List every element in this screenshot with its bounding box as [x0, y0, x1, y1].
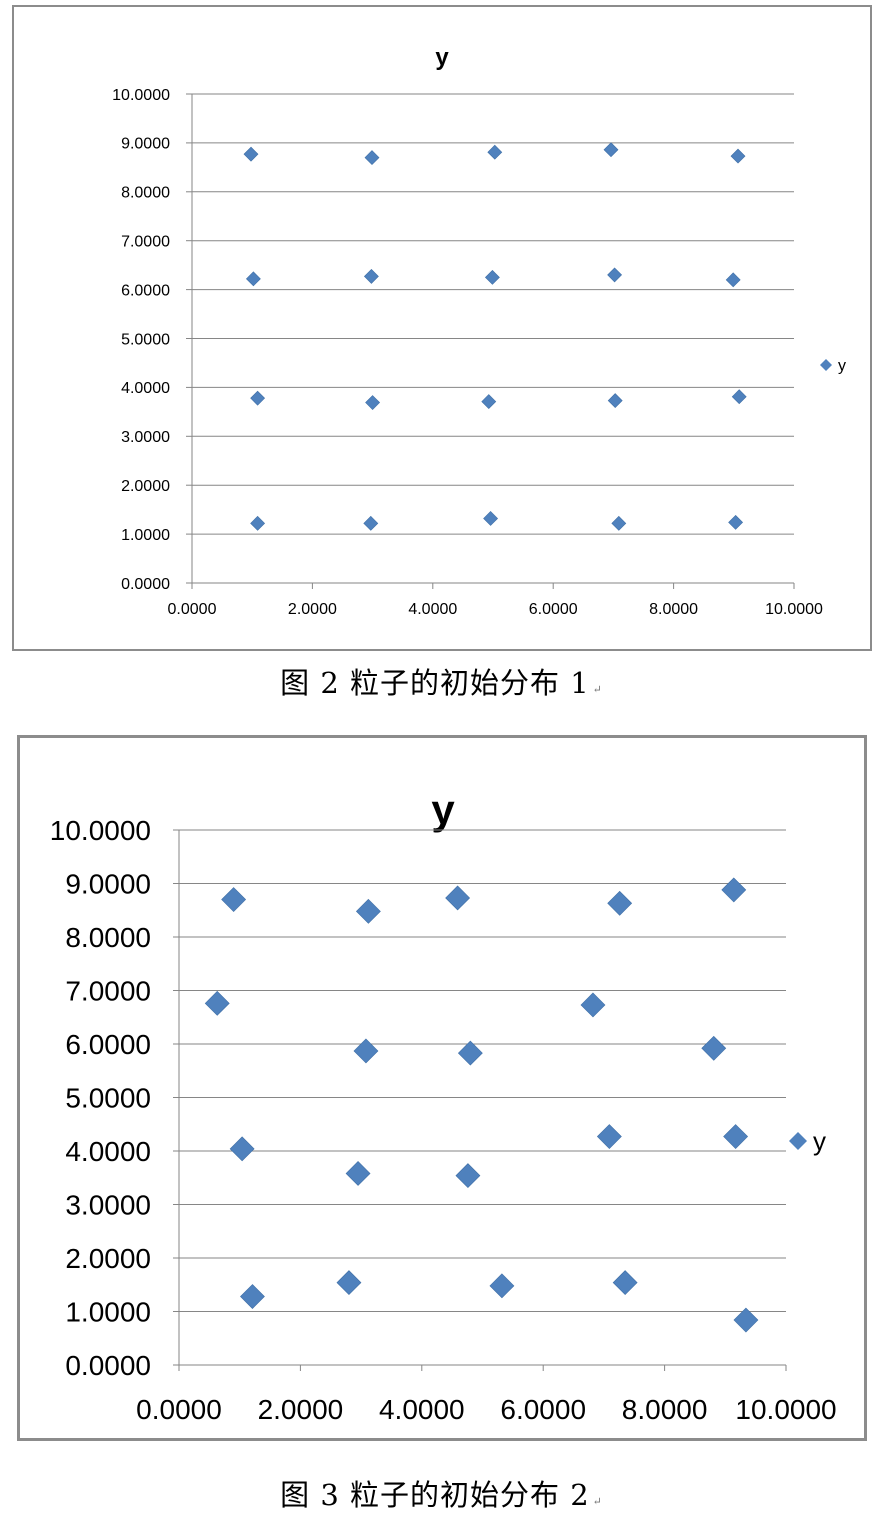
chart-1-y-tick-label: 0.0000	[121, 576, 170, 593]
chart-1-legend-label: y	[838, 358, 846, 375]
chart-1-data-point	[728, 514, 744, 530]
chart-1-y-tick-label: 7.0000	[121, 233, 170, 250]
chart-1-x-tick-label: 6.0000	[529, 601, 578, 618]
chart-2-data-point	[723, 1124, 749, 1149]
chart-2-data-point	[204, 990, 230, 1016]
chart-1-data-point	[730, 148, 746, 164]
chart-1-data-point	[363, 515, 379, 531]
chart-2-data-point	[355, 898, 381, 924]
chart-1-data-point	[487, 144, 503, 160]
chart-1-y-tick-label: 9.0000	[121, 136, 170, 153]
chart-2-y-tick-label: 7.0000	[65, 976, 151, 1007]
chart-2-data-point	[733, 1307, 759, 1333]
chart-1-data-point	[365, 395, 381, 410]
chart-2-x-tick-label: 8.0000	[622, 1394, 708, 1425]
chart-2-data-point	[353, 1038, 379, 1064]
chart-1-y-tick-label: 10.0000	[112, 87, 170, 104]
chart-2-data-point	[596, 1124, 622, 1149]
chart-1-x-tick-label: 10.0000	[765, 601, 823, 618]
chart-2-legend-label: y	[813, 1126, 826, 1156]
chart-2-y-tick-label: 9.0000	[65, 869, 151, 900]
chart-1-frame: y 0.0000 1.0000 2.0000 3.0000 4.0000 5.0000 6.0…	[12, 5, 872, 651]
chart-2-y-tick-label: 1.0000	[65, 1297, 151, 1328]
chart-2-y-tick-label: 4.0000	[65, 1136, 151, 1167]
chart-2-x-tick-label: 4.0000	[379, 1394, 465, 1425]
chart-1-x-tick-label: 4.0000	[408, 601, 457, 618]
chart-1-y-tick-label: 8.0000	[121, 185, 170, 202]
chart-2-plot: y 0.0000 1.0000 2.0000 3.0000 4.0000 5.0000 6.0…	[50, 786, 837, 1425]
figure-2-caption-text: 图 2 粒子的初始分布 1	[280, 666, 590, 700]
chart-1-y-tick-label: 4.0000	[121, 380, 170, 397]
chart-2-y-tick-label: 2.0000	[65, 1243, 151, 1274]
chart-2-x-tick-label: 6.0000	[500, 1394, 586, 1425]
chart-2-data-point	[221, 887, 247, 912]
chart-2-data-point	[229, 1136, 255, 1162]
chart-2-x-tick-label: 10.0000	[735, 1394, 836, 1425]
chart-2-data-point	[489, 1273, 515, 1299]
chart-2-data-point	[612, 1270, 638, 1296]
chart-1-plot: y 0.0000 1.0000 2.0000 3.0000 4.0000 5.0000 6.0…	[112, 44, 846, 618]
chart-2-legend-marker	[789, 1132, 807, 1150]
chart-1-y-tick-label: 3.0000	[121, 429, 170, 446]
chart-1-data-point	[607, 267, 623, 283]
chart-2-data-point	[607, 890, 633, 916]
figure-3-caption: 图 3 粒子的初始分布 2 ↵	[0, 1472, 883, 1514]
chart-1-y-tick-label: 6.0000	[121, 282, 170, 299]
chart-1-data-point	[731, 389, 747, 405]
chart-1-data-point	[243, 146, 259, 162]
figure-2-caption: 图 2 粒子的初始分布 1 ↵	[0, 660, 883, 702]
chart-2-y-tick-label: 0.0000	[65, 1350, 151, 1381]
chart-1-data-point	[603, 142, 619, 158]
chart-2-data-point	[240, 1284, 265, 1309]
chart-1-x-tick-label: 8.0000	[649, 601, 698, 618]
chart-1-data-point	[607, 393, 623, 409]
chart-2-x-tick-label: 0.0000	[136, 1394, 222, 1425]
chart-2-data-point	[445, 885, 471, 911]
chart-2-x-tick-label: 2.0000	[258, 1394, 344, 1425]
chart-2-data-point	[455, 1163, 481, 1189]
chart-2-data-point	[701, 1035, 727, 1061]
chart-1-title: y	[435, 44, 449, 71]
chart-1-data-point	[611, 515, 627, 531]
chart-2-y-tick-label: 8.0000	[65, 922, 151, 953]
chart-1-data-point	[725, 272, 741, 288]
chart-1-data-point	[481, 394, 497, 410]
chart-2-y-tick-label: 3.0000	[65, 1190, 151, 1221]
chart-2-y-tick-label: 10.0000	[50, 815, 151, 846]
chart-2-data-point	[345, 1161, 371, 1186]
chart-1-x-tick-label: 2.0000	[288, 601, 337, 618]
figure-3-caption-text: 图 3 粒子的初始分布 2	[280, 1478, 590, 1512]
chart-2-y-tick-label: 6.0000	[65, 1029, 151, 1060]
chart-1-x-tick-label: 0.0000	[168, 601, 217, 618]
chart-1-data-point	[363, 268, 379, 284]
chart-1-data-point	[364, 150, 380, 165]
chart-2-data-point	[336, 1270, 362, 1296]
chart-1-data-point	[245, 271, 261, 287]
chart-1-legend-marker	[820, 359, 832, 371]
chart-1-y-tick-label: 2.0000	[121, 478, 170, 495]
chart-2-data-point	[457, 1040, 483, 1066]
chart-1-data-point	[484, 269, 500, 285]
chart-1-data-point	[483, 511, 499, 526]
return-mark: ↵	[592, 683, 603, 696]
chart-1-data-point	[250, 390, 266, 406]
chart-2-title: y	[431, 786, 455, 833]
chart-1-y-tick-label: 1.0000	[121, 527, 170, 544]
chart-2-frame: y 0.0000 1.0000 2.0000 3.0000 4.0000 5.0000 6.0…	[17, 735, 867, 1441]
return-mark: ↵	[592, 1495, 603, 1508]
chart-1-y-tick-label: 5.0000	[121, 331, 170, 348]
chart-1-data-point	[250, 515, 266, 531]
chart-2-y-tick-label: 5.0000	[65, 1083, 151, 1114]
chart-2-data-point	[580, 992, 606, 1018]
chart-2-data-point	[721, 877, 747, 903]
